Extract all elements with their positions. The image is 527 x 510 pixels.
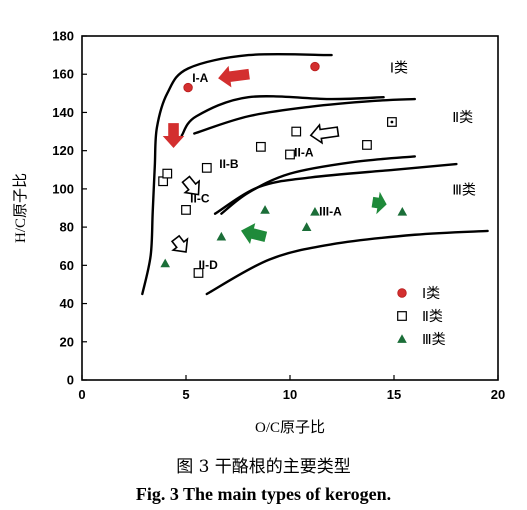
trend-arrows <box>162 65 387 253</box>
data-point-triangle-3 <box>260 205 270 214</box>
region-label-2: Ⅱ类 <box>452 110 473 126</box>
axes: 0 5 10 15 20 0 20 40 60 80 100 120 140 160 180 O/C原子比 H/… <box>12 29 505 437</box>
y-tick-label: 160 <box>52 67 74 82</box>
region-label-1: Ⅰ类 <box>390 60 408 76</box>
legend-marker-triangle <box>397 334 407 343</box>
subtype-label-1: I-A <box>192 71 208 85</box>
subtype-label-4: II-C <box>190 191 210 205</box>
x-tick-label: 10 <box>283 387 297 402</box>
plot-frame <box>81 35 499 381</box>
y-tick-label: 100 <box>52 181 74 196</box>
x-axis-label: O/C原子比 <box>255 419 325 436</box>
subtype-label-5: III-A <box>319 205 342 219</box>
y-axis-label: H/C原子比 <box>12 173 29 243</box>
region-label-3: Ⅲ类 <box>452 183 476 199</box>
data-point-square-8 <box>291 126 302 137</box>
data-point-triangle-2 <box>216 231 227 241</box>
legend-marker-square <box>397 311 407 321</box>
figure-caption-chinese: 图 3 干酪根的主要类型 <box>176 457 351 477</box>
data-point-square-9 <box>362 140 372 150</box>
y-tick-label: 80 <box>60 220 74 235</box>
boundary-curve-4 <box>220 155 416 215</box>
x-tick-label: 15 <box>387 387 401 402</box>
boundary-curve-1 <box>141 52 333 296</box>
point-center-dot <box>390 120 394 124</box>
trend-arrow-4-white <box>181 175 201 196</box>
data-point-square-6 <box>255 141 266 152</box>
legend-marker-circle <box>397 288 407 298</box>
legend-label-circle: Ⅰ类 <box>422 286 440 302</box>
y-tick-label: 120 <box>52 143 74 158</box>
data-point-square-4 <box>193 268 204 278</box>
data-points <box>158 61 408 278</box>
boundary-curve-2 <box>180 95 385 137</box>
x-tick-label: 5 <box>182 387 189 402</box>
plot-labels: I-A II-A II-B II-C III-A II-D Ⅰ类 Ⅱ类 Ⅲ类 <box>190 60 476 272</box>
figure-caption-english: Fig. 3 The main types of kerogen. <box>135 484 392 504</box>
data-point-square-7 <box>285 149 295 160</box>
legend: Ⅰ类 Ⅱ类 Ⅲ类 <box>397 286 446 348</box>
boundary-curve-3 <box>193 97 416 135</box>
data-point-triangle-1 <box>160 258 170 268</box>
data-point-triangle-5 <box>310 207 320 216</box>
trend-arrow-5-white <box>170 234 189 253</box>
y-tick-label: 60 <box>60 258 74 273</box>
y-tick-label: 180 <box>52 29 74 44</box>
subtype-label-6: II-D <box>198 258 218 272</box>
trend-arrow-7-green <box>371 191 387 215</box>
trend-arrow-6-green <box>240 223 268 245</box>
boundary-curve-5 <box>213 162 458 215</box>
legend-label-triangle: Ⅲ类 <box>422 332 446 348</box>
boundary-curves <box>141 52 489 296</box>
data-point-circle-1 <box>183 82 193 93</box>
legend-label-square: Ⅱ类 <box>422 309 443 325</box>
data-point-square-2 <box>162 168 173 179</box>
data-point-circle-2 <box>310 61 320 72</box>
data-point-triangle-6 <box>397 207 408 216</box>
subtype-label-3: II-B <box>219 157 239 171</box>
y-tick-label: 140 <box>52 105 74 120</box>
boundary-curve-6 <box>205 229 489 296</box>
x-tick-label: 20 <box>491 387 505 402</box>
data-point-square-5 <box>201 162 212 173</box>
trend-arrow-3-white <box>309 123 340 145</box>
trend-arrow-1-red <box>218 65 250 88</box>
subtype-label-2: II-A <box>294 145 314 159</box>
y-tick-label: 0 <box>67 373 74 388</box>
data-point-triangle-4 <box>301 222 312 231</box>
x-tick-label: 0 <box>78 387 85 402</box>
y-tick-label: 40 <box>60 296 74 311</box>
y-tick-label: 20 <box>60 334 74 349</box>
trend-arrow-2-red <box>162 123 185 149</box>
data-point-square-3 <box>181 205 191 215</box>
